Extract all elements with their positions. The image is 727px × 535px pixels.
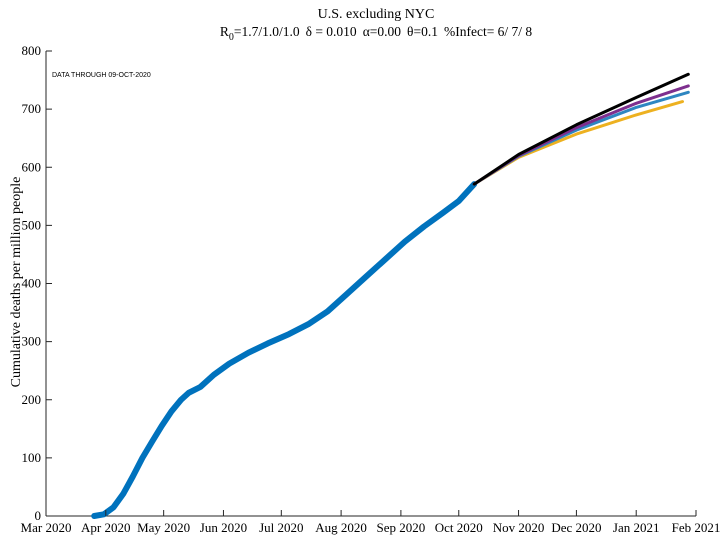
x-tick-label: Oct 2020 [435,520,483,535]
x-tick-label: May 2020 [137,520,190,535]
x-tick-label: Sep 2020 [377,520,426,535]
y-tick-label: 300 [22,334,42,349]
y-tick-label: 100 [22,450,42,465]
series-line-5 [472,72,690,186]
x-tick-label: Mar 2020 [21,520,72,535]
x-tick-label: Apr 2020 [81,520,130,535]
x-tick-label: Jun 2020 [200,520,247,535]
y-tick-label: 500 [22,217,42,232]
chart-title: U.S. excluding NYC [318,7,435,22]
y-tick-label: 200 [22,392,42,407]
x-tick-label: Aug 2020 [315,520,367,535]
subtitle-infect: %Infect= 6/ 7/ 8 [444,24,532,39]
series-line-1 [91,181,478,519]
subtitle-r-subscript: 0 [229,32,234,43]
y-tick-label: 800 [22,43,42,58]
chart-subtitle: R0=1.7/1.0/1.0 δ = 0.010 α=0.00 θ=0.1 %Infec… [220,24,533,43]
subtitle-r-label: R [220,24,229,39]
series-line-2 [472,100,684,186]
y-tick-label: 600 [22,159,42,174]
subtitle-theta: θ=0.1 [407,24,438,39]
x-tick-label: Feb 2021 [672,520,721,535]
subtitle-r-value: =1.7/1.0/1.0 [234,24,300,39]
series-line-3 [472,90,690,186]
subtitle-alpha: α=0.00 [363,24,402,39]
x-tick-label: Nov 2020 [493,520,545,535]
x-tick-label: Dec 2020 [551,520,601,535]
data-through-annotation: DATA THROUGH 09-OCT-2020 [52,72,151,79]
y-axis-label: Cumulative deaths per million people [9,177,24,388]
ticks-layer: 0 100 200 300 400 500 600 700 800 Mar 2020 Apr 202… [21,43,721,535]
subtitle-delta: δ = 0.010 [306,24,357,39]
x-tick-label: Jul 2020 [259,520,303,535]
x-tick-label: Jan 2021 [613,520,660,535]
y-tick-label: 400 [22,276,42,291]
series-layer [91,72,690,519]
y-tick-label: 0 [35,508,42,523]
y-tick-label: 700 [22,101,42,116]
